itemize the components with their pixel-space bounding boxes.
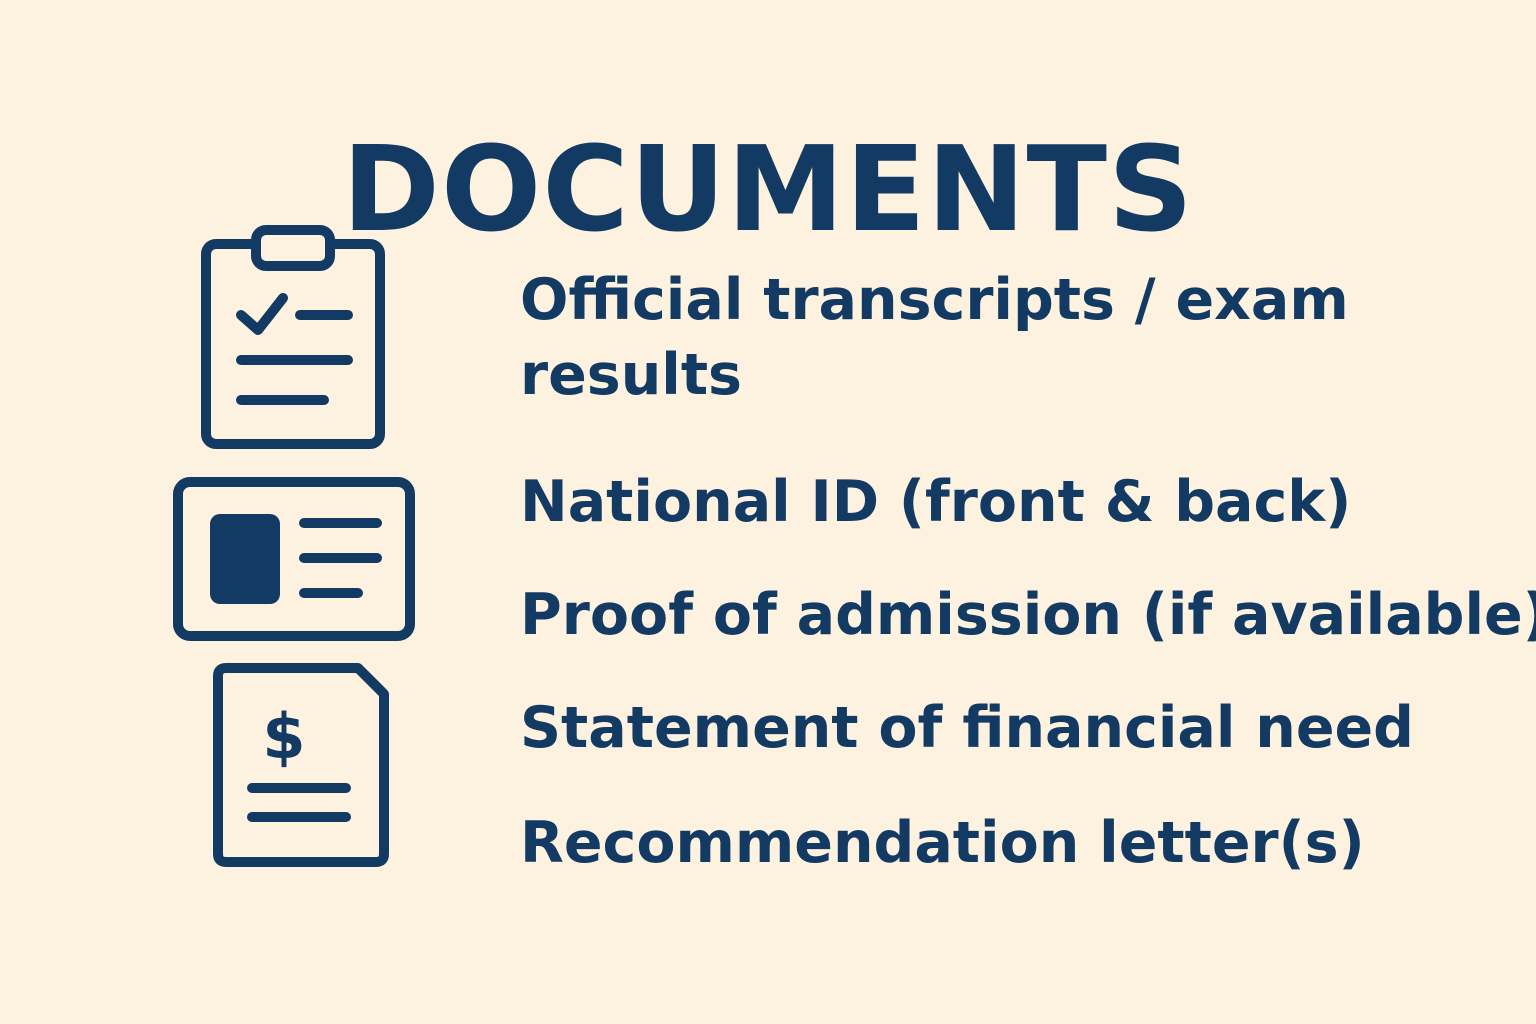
page-title: DOCUMENTS bbox=[342, 120, 1194, 259]
document-item-recommendation-letters: Recommendation letter(s) bbox=[520, 810, 1365, 876]
document-item-national-id: National ID (front & back) bbox=[520, 469, 1352, 535]
financial-document-dollar-icon: $ bbox=[213, 663, 389, 867]
id-card-icon bbox=[173, 477, 415, 641]
document-item-financial-need: Statement of financial need bbox=[520, 695, 1414, 761]
svg-text:$: $ bbox=[262, 700, 305, 773]
document-item-transcripts: Official transcripts / exam results bbox=[520, 267, 1349, 408]
clipboard-checklist-icon bbox=[201, 225, 385, 449]
document-item-proof-of-admission: Proof of admission (if available) bbox=[520, 582, 1536, 648]
